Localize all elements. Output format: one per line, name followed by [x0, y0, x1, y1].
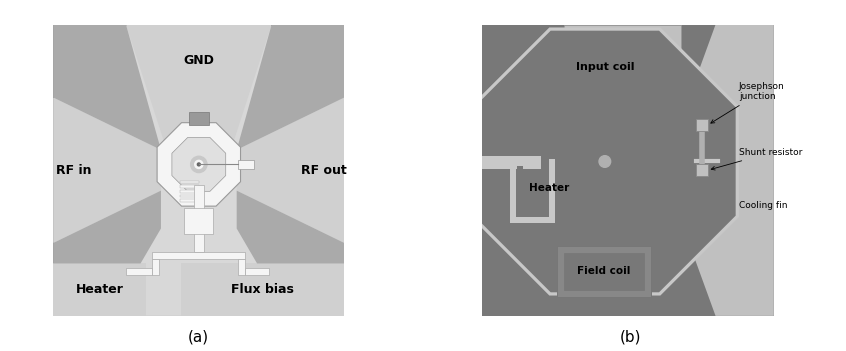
Polygon shape: [548, 105, 662, 218]
Polygon shape: [513, 69, 697, 253]
Polygon shape: [587, 144, 623, 179]
FancyBboxPatch shape: [189, 112, 209, 125]
Polygon shape: [126, 25, 272, 141]
Polygon shape: [539, 95, 671, 228]
FancyBboxPatch shape: [53, 25, 344, 316]
Polygon shape: [518, 166, 548, 216]
Polygon shape: [558, 115, 651, 208]
Polygon shape: [571, 127, 639, 196]
Polygon shape: [53, 25, 161, 150]
Polygon shape: [474, 31, 736, 292]
FancyBboxPatch shape: [126, 268, 152, 275]
Text: (a): (a): [189, 330, 209, 344]
Polygon shape: [481, 37, 729, 286]
Circle shape: [195, 160, 203, 168]
Polygon shape: [542, 99, 667, 225]
Text: Shunt resistor: Shunt resistor: [711, 148, 802, 170]
FancyBboxPatch shape: [180, 181, 199, 183]
Text: Heater: Heater: [530, 183, 569, 193]
Text: (b): (b): [619, 330, 641, 344]
FancyBboxPatch shape: [180, 190, 199, 193]
FancyBboxPatch shape: [152, 252, 245, 259]
FancyBboxPatch shape: [696, 119, 708, 131]
Polygon shape: [580, 137, 629, 186]
Polygon shape: [157, 123, 240, 206]
Text: GND: GND: [184, 54, 214, 67]
Polygon shape: [509, 66, 700, 257]
FancyBboxPatch shape: [194, 185, 204, 252]
FancyBboxPatch shape: [180, 199, 199, 202]
Polygon shape: [237, 191, 344, 264]
Polygon shape: [568, 124, 642, 199]
FancyBboxPatch shape: [245, 268, 269, 275]
Polygon shape: [503, 60, 706, 263]
Text: RF in: RF in: [56, 164, 91, 177]
Polygon shape: [493, 50, 717, 273]
Polygon shape: [471, 27, 739, 296]
Polygon shape: [577, 134, 632, 189]
Text: Cooling fin: Cooling fin: [739, 201, 788, 210]
FancyBboxPatch shape: [482, 25, 774, 316]
FancyBboxPatch shape: [180, 195, 199, 197]
Polygon shape: [590, 147, 619, 176]
Text: Flux bias: Flux bias: [232, 283, 294, 296]
FancyBboxPatch shape: [53, 264, 146, 316]
Polygon shape: [481, 38, 728, 285]
Text: Input coil: Input coil: [575, 62, 634, 72]
Polygon shape: [237, 25, 344, 150]
Polygon shape: [510, 159, 555, 223]
FancyBboxPatch shape: [181, 264, 344, 316]
Text: RF out: RF out: [301, 164, 347, 177]
Polygon shape: [519, 76, 690, 247]
Polygon shape: [172, 138, 226, 191]
Polygon shape: [532, 89, 678, 234]
Polygon shape: [552, 108, 658, 215]
Polygon shape: [490, 47, 719, 276]
FancyBboxPatch shape: [184, 208, 213, 234]
Circle shape: [197, 163, 201, 166]
FancyBboxPatch shape: [238, 160, 254, 169]
Polygon shape: [529, 86, 681, 237]
FancyBboxPatch shape: [564, 253, 644, 290]
FancyBboxPatch shape: [564, 25, 680, 57]
Polygon shape: [692, 25, 774, 316]
FancyBboxPatch shape: [238, 259, 245, 275]
Text: Field coil: Field coil: [578, 266, 631, 277]
FancyBboxPatch shape: [696, 164, 708, 176]
FancyBboxPatch shape: [180, 185, 199, 188]
Text: Josephson
junction: Josephson junction: [711, 82, 784, 123]
Circle shape: [599, 156, 611, 167]
Polygon shape: [591, 147, 619, 176]
Circle shape: [190, 156, 207, 173]
Polygon shape: [523, 79, 687, 244]
Polygon shape: [561, 118, 648, 205]
FancyBboxPatch shape: [482, 156, 541, 169]
Polygon shape: [237, 98, 344, 243]
Polygon shape: [53, 98, 161, 243]
Polygon shape: [500, 57, 710, 266]
Text: Heater: Heater: [76, 283, 124, 296]
Polygon shape: [484, 40, 726, 283]
Polygon shape: [53, 191, 161, 264]
FancyBboxPatch shape: [152, 259, 160, 275]
FancyBboxPatch shape: [557, 246, 651, 297]
